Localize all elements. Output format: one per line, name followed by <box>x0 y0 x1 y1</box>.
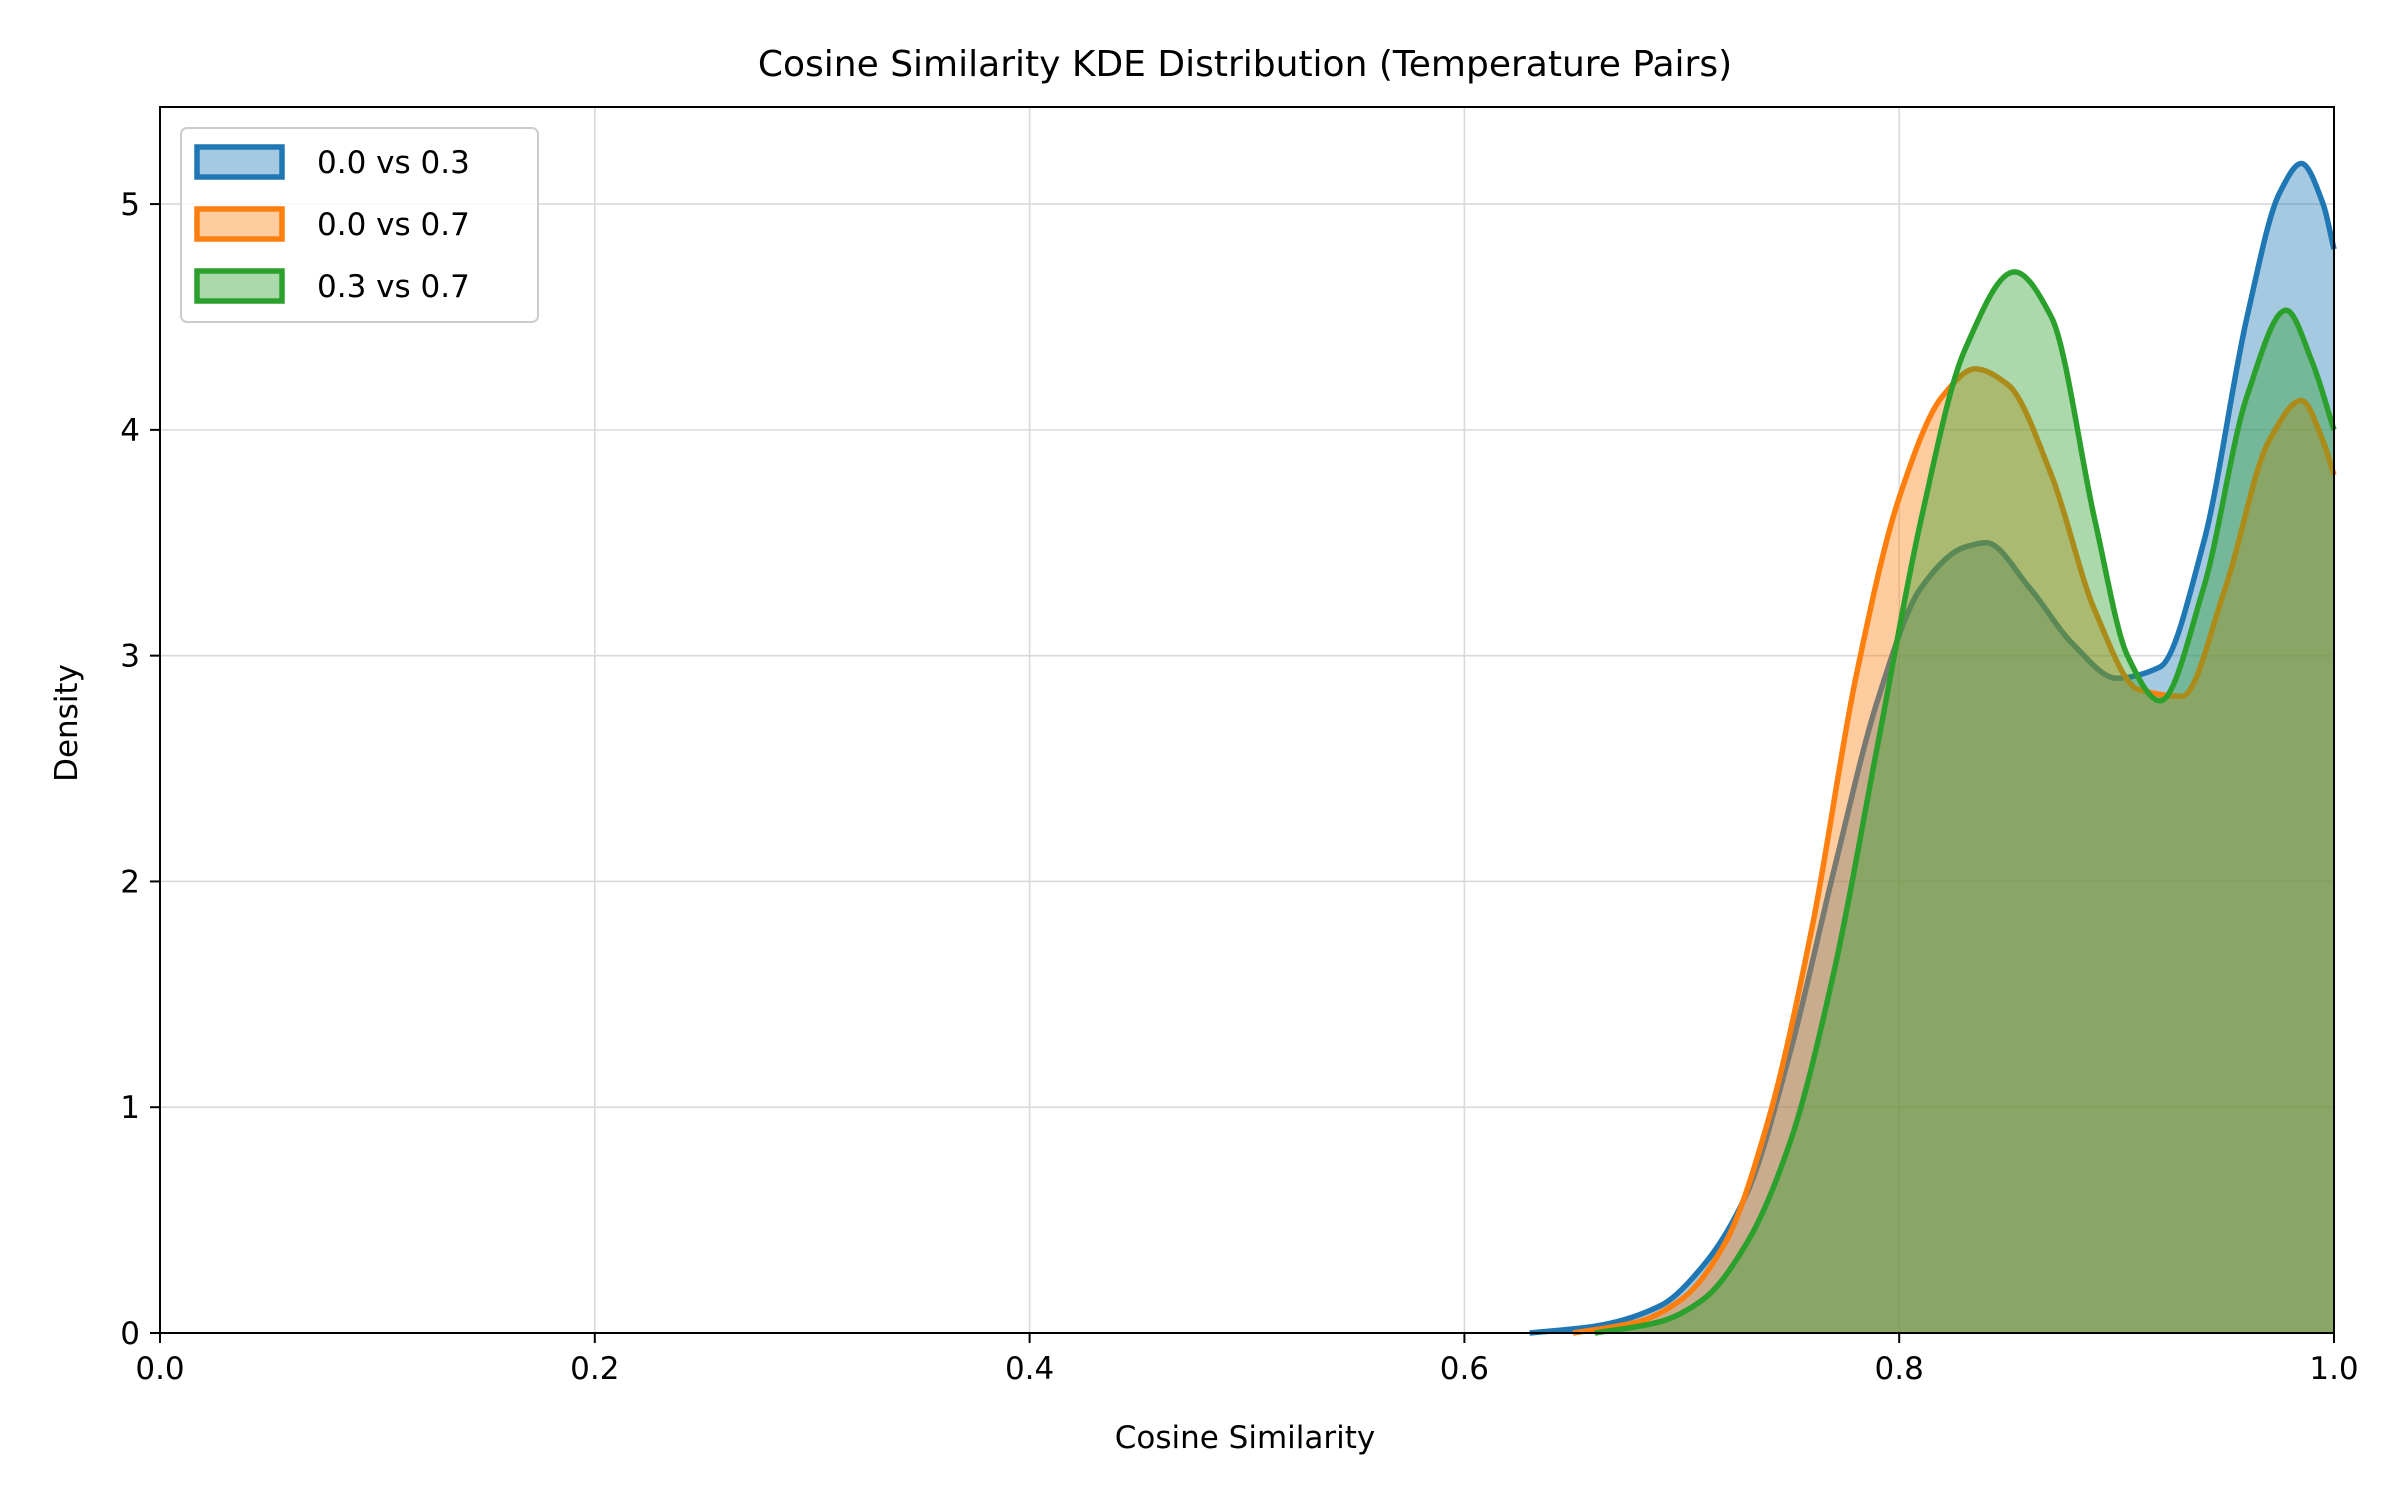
y-axis-label: Density <box>49 664 85 782</box>
legend-label: 0.0 vs 0.3 <box>317 145 470 181</box>
x-axis-label: Cosine Similarity <box>1115 1420 1376 1456</box>
x-tick-label: 0.6 <box>1440 1351 1489 1387</box>
legend-label: 0.3 vs 0.7 <box>317 269 470 305</box>
y-tick-label: 3 <box>120 639 140 675</box>
series-fill-3 <box>1594 271 2334 1333</box>
series-line-2 <box>1572 366 2337 1336</box>
plot-frame <box>159 106 2335 1334</box>
y-tick-label: 4 <box>120 413 140 449</box>
x-tick-label: 0.4 <box>1005 1351 1054 1387</box>
chart-title: Cosine Similarity KDE Distribution (Temp… <box>758 44 1732 85</box>
axis-ticks: 0.0 0.2 0.4 0.6 0.8 1.0 0 1 2 3 4 5 <box>120 187 2358 1387</box>
legend: 0.0 vs 0.3 0.0 vs 0.7 0.3 vs 0.7 <box>180 127 539 323</box>
x-tick-label: 0.8 <box>1875 1351 1924 1387</box>
y-tick-label: 2 <box>120 864 140 900</box>
legend-label: 0.0 vs 0.7 <box>317 207 470 243</box>
legend-swatch <box>194 206 285 242</box>
y-tick-label: 5 <box>120 187 140 223</box>
legend-swatch <box>194 268 285 304</box>
x-tick-label: 1.0 <box>2309 1351 2358 1387</box>
series-line-3 <box>1594 269 2337 1336</box>
y-tick-label: 1 <box>120 1090 140 1126</box>
series-fill-1 <box>1529 163 2334 1334</box>
x-tick-label: 0.2 <box>570 1351 619 1387</box>
legend-swatch <box>194 144 285 180</box>
y-tick-label: 0 <box>120 1316 140 1352</box>
series-area <box>1529 160 2337 1336</box>
series-fill-2 <box>1573 368 2334 1333</box>
x-tick-label: 0.0 <box>135 1351 184 1387</box>
